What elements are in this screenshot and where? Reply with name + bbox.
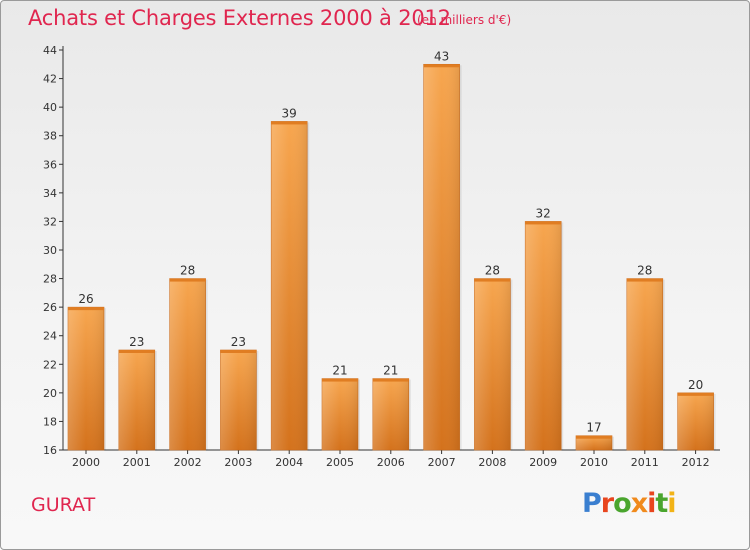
x-tick-label: 2003: [224, 456, 252, 469]
chart-bars: [67, 63, 716, 451]
value-label: 21: [332, 364, 347, 378]
logo-letter: t: [655, 488, 668, 519]
bar-cap: [677, 392, 714, 396]
y-tick-label: 24: [43, 330, 57, 343]
logo-letter: x: [630, 488, 648, 519]
bar-sheen: [322, 378, 358, 450]
x-tick-label: 2004: [275, 456, 303, 469]
bar-sheen: [525, 221, 562, 450]
x-tick-label: 2006: [377, 456, 405, 469]
value-label: 23: [129, 335, 144, 349]
y-tick-label: 36: [43, 158, 57, 171]
value-label: 32: [536, 206, 551, 220]
value-label: 28: [637, 264, 652, 278]
bar-cap: [576, 435, 612, 439]
bar-cap: [626, 278, 663, 282]
logo-letter: o: [613, 488, 632, 519]
bar-cap: [118, 350, 155, 353]
bar-sheen: [626, 278, 663, 450]
bar-sheen: [169, 278, 206, 450]
bar-sheen: [68, 307, 104, 450]
value-label: 23: [231, 335, 246, 349]
bar-sheen: [220, 350, 257, 450]
x-tick-label: 2005: [326, 456, 354, 469]
value-label: 39: [282, 106, 297, 120]
y-tick-label: 42: [43, 73, 57, 86]
y-tick-label: 26: [43, 301, 57, 314]
x-tick-label: 2010: [580, 456, 608, 469]
y-tick-label: 44: [43, 44, 57, 57]
y-tick-label: 28: [43, 273, 57, 286]
bar-cap: [525, 221, 562, 225]
bar-cap: [68, 307, 104, 311]
value-label: 43: [434, 49, 449, 63]
value-label: 21: [383, 364, 398, 378]
x-tick-label: 2008: [478, 456, 506, 469]
chart-subtitle: (en milliers d'€): [417, 13, 512, 27]
chart-value-labels: 2000 26 2001 23 2002 28 2003 23 2004 39 2005 21 2006…: [72, 49, 710, 469]
x-tick-label: 2007: [428, 456, 456, 469]
bar-sheen: [576, 435, 612, 450]
bar-sheen: [677, 392, 714, 450]
bar-cap: [169, 278, 206, 282]
bar-sheen: [423, 64, 460, 451]
bar-cap: [271, 121, 308, 125]
bar-cap: [322, 378, 358, 382]
bar-sheen: [372, 378, 409, 450]
x-tick-label: 2012: [682, 456, 710, 469]
x-tick-label: 2002: [174, 456, 202, 469]
y-tick-label: 16: [43, 444, 57, 457]
logo-letter: i: [667, 488, 676, 519]
value-label: 17: [586, 421, 601, 435]
y-tick-label: 32: [43, 215, 57, 228]
chart-title: Achats et Charges Externes 2000 à 2012: [28, 6, 451, 30]
commune-name: GURAT: [31, 494, 96, 516]
value-label: 28: [180, 264, 195, 278]
bar-sheen: [118, 350, 155, 450]
y-tick-label: 30: [43, 244, 57, 257]
bar-cap: [474, 278, 511, 282]
bar-cap: [423, 64, 460, 68]
bar-sheen: [271, 121, 308, 450]
logo-letter: i: [647, 488, 656, 519]
value-label: 26: [78, 292, 93, 306]
x-tick-label: 2000: [72, 456, 100, 469]
x-tick-label: 2009: [529, 456, 557, 469]
bar-cap: [220, 350, 257, 353]
x-tick-label: 2011: [631, 456, 659, 469]
value-label: 28: [485, 264, 500, 278]
y-tick-label: 40: [43, 101, 57, 114]
bar-sheen: [474, 278, 511, 450]
proxiti-logo[interactable]: Proxiti: [582, 488, 677, 519]
value-label: 20: [688, 378, 703, 392]
x-tick-label: 2001: [123, 456, 151, 469]
logo-letter: r: [600, 488, 614, 519]
y-tick-label: 38: [43, 130, 57, 143]
y-tick-label: 20: [43, 387, 57, 400]
y-tick-label: 22: [43, 358, 57, 371]
bar-cap: [372, 378, 409, 382]
y-tick-label: 34: [43, 187, 57, 200]
logo-letter: P: [582, 488, 602, 519]
y-tick-label: 18: [43, 415, 57, 428]
